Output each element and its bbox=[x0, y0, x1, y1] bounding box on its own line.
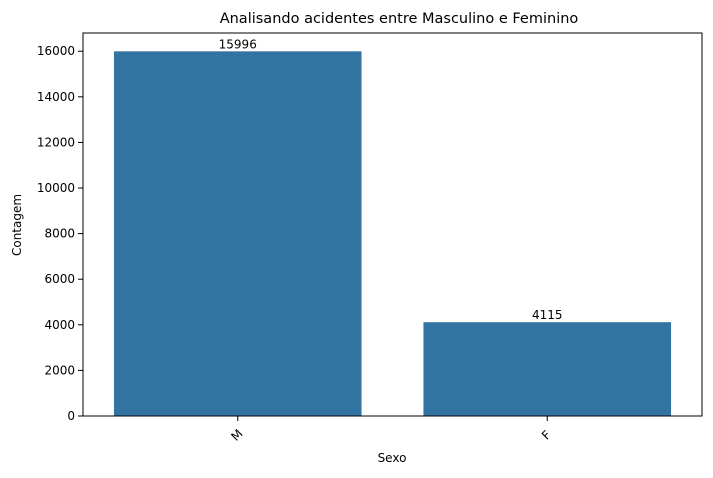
y-tick-label: 0 bbox=[67, 409, 75, 423]
bar-value-label: 15996 bbox=[219, 37, 257, 51]
bar-m bbox=[113, 51, 362, 416]
chart-title: Analisando acidentes entre Masculino e F… bbox=[220, 11, 579, 27]
y-tick-label: 16000 bbox=[37, 44, 75, 58]
y-tick-label: 2000 bbox=[44, 363, 75, 377]
y-axis-label: Contagem bbox=[10, 194, 24, 256]
x-tick-label: M bbox=[228, 427, 245, 444]
y-tick-label: 12000 bbox=[37, 135, 75, 149]
bar-value-label: 4115 bbox=[532, 308, 563, 322]
plot-frame bbox=[82, 32, 703, 417]
x-tick-label: F bbox=[539, 428, 554, 443]
x-axis-label: Sexo bbox=[378, 451, 407, 465]
bar-f bbox=[423, 322, 672, 416]
y-tick-label: 6000 bbox=[44, 272, 75, 286]
y-tick-label: 8000 bbox=[44, 227, 75, 241]
plot-area: 0 2000 4000 6000 8000 10000 12000 14000 16000 159… bbox=[37, 37, 672, 444]
y-tick-label: 4000 bbox=[44, 318, 75, 332]
y-tick-label: 10000 bbox=[37, 181, 75, 195]
y-tick-label: 14000 bbox=[37, 90, 75, 104]
